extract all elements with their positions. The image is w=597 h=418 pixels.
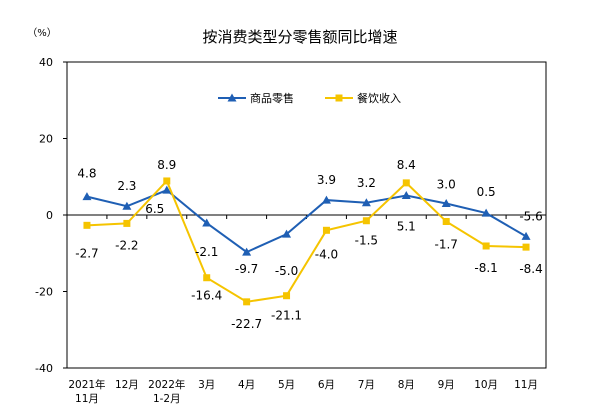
series-line-1	[86, 188, 527, 254]
data-point	[482, 242, 490, 250]
data-point	[122, 201, 132, 210]
y-tick-label: 20	[39, 133, 53, 146]
series-line-2	[86, 179, 527, 303]
data-point	[361, 198, 371, 207]
axes: -40 -20 0 20 40 2021年 11月 12月 2022年 1-2月 3月 4月 5月 6月 7…	[35, 56, 547, 405]
data-point	[83, 221, 91, 229]
data-labels: 4.8 2.3 6.5 -2.1 -9.7 -5.0 3.9 3.2 5.1 3.0 0.5 -5.6…	[75, 158, 543, 331]
data-label: -16.4	[191, 289, 222, 303]
data-label: 4.8	[77, 167, 96, 181]
x-tick-label: 10月	[474, 379, 498, 391]
legend-marker	[335, 94, 343, 102]
x-tick-label: 3月	[198, 379, 215, 391]
data-point	[203, 274, 211, 282]
data-point	[321, 195, 331, 204]
legend: 商品零售 餐饮收入	[218, 91, 401, 105]
data-label: -5.6	[519, 209, 542, 223]
data-label: 0.5	[477, 185, 496, 199]
data-label: -1.7	[434, 238, 457, 252]
x-tick-label: 2021年 11月	[68, 378, 105, 405]
x-tick-label: 6月	[318, 379, 335, 391]
data-point	[522, 243, 530, 251]
data-label: -22.7	[231, 317, 262, 331]
data-label: -5.0	[275, 264, 298, 278]
data-label: 8.9	[157, 158, 176, 172]
data-point	[283, 292, 291, 300]
chart-title: 按消费类型分零售额同比增速	[202, 28, 397, 46]
data-point	[242, 247, 252, 256]
data-label: 6.5	[145, 202, 164, 216]
x-tick-label: 2022年 1-2月	[148, 378, 185, 405]
data-point	[362, 217, 370, 225]
data-label: 5.1	[397, 219, 416, 233]
data-point	[521, 231, 531, 240]
data-point	[442, 218, 450, 226]
data-point	[401, 190, 411, 199]
data-point	[402, 179, 410, 187]
data-label: -9.7	[235, 262, 258, 276]
legend-entry-label: 商品零售	[250, 91, 294, 105]
data-label: 3.0	[437, 178, 456, 192]
y-tick-label: 40	[39, 56, 53, 69]
data-point	[202, 218, 212, 227]
x-tick-label: 4月	[238, 379, 255, 391]
data-label: -4.0	[315, 247, 338, 261]
legend-marker	[227, 93, 237, 102]
x-tick-label: 9月	[438, 379, 455, 391]
y-tick-label: -40	[35, 362, 53, 375]
data-point	[322, 226, 330, 234]
data-label: 3.2	[357, 176, 376, 190]
y-tick-label: -20	[35, 286, 53, 299]
data-point	[163, 177, 171, 185]
data-label: 8.4	[397, 158, 416, 172]
data-label: -1.5	[355, 234, 378, 248]
x-tick-label: 7月	[358, 379, 375, 391]
y-axis-unit-label: （%）	[27, 27, 57, 39]
data-point	[481, 208, 491, 217]
x-tick-label: 5月	[278, 379, 295, 391]
y-tick-label: 0	[46, 209, 53, 222]
data-label: -2.1	[195, 245, 218, 259]
data-point	[441, 199, 451, 208]
series-layer	[82, 177, 531, 306]
x-tick-label: 8月	[398, 379, 415, 391]
data-point	[162, 185, 172, 194]
legend-entry-label: 餐饮收入	[357, 91, 401, 105]
data-label: -8.4	[519, 262, 542, 276]
data-point	[82, 192, 92, 201]
x-tick-label: 11月	[514, 379, 538, 391]
data-label: -2.2	[115, 238, 138, 252]
data-point	[123, 219, 131, 227]
data-point	[243, 298, 251, 306]
data-label: -8.1	[474, 261, 497, 275]
data-label: -2.7	[75, 246, 98, 260]
x-tick-label: 12月	[115, 379, 139, 391]
data-label: 3.9	[317, 173, 336, 187]
data-label: -21.1	[271, 309, 302, 323]
data-point	[282, 229, 292, 238]
data-label: 2.3	[117, 179, 136, 193]
